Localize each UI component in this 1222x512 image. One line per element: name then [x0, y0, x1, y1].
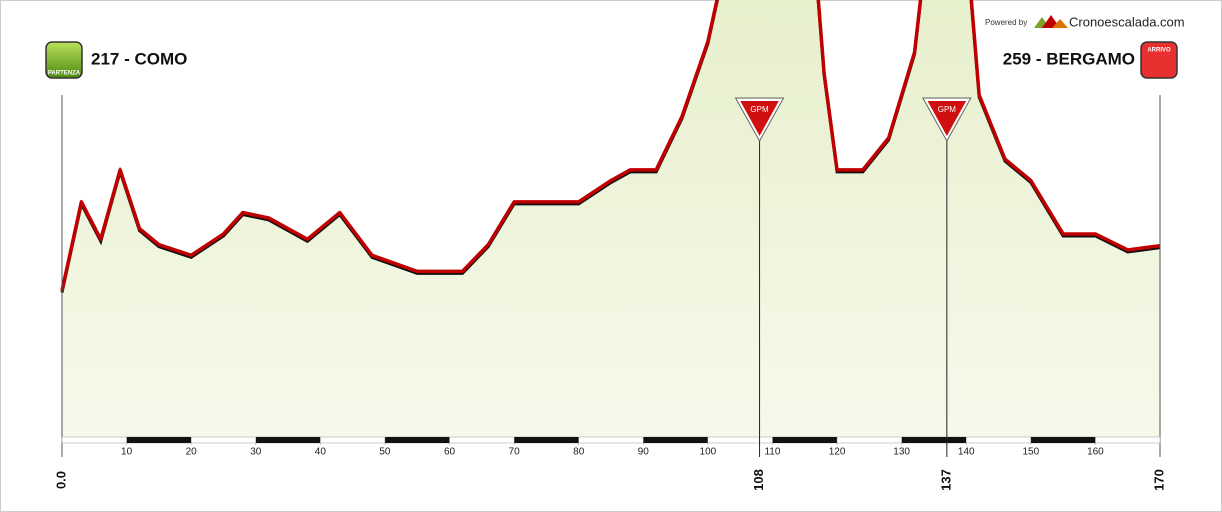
x-tick-label: 90: [638, 447, 650, 458]
x-tick-label: 30: [250, 447, 262, 458]
brand: Cronoescalada.com: [1069, 14, 1185, 29]
gpm-outline: [734, 97, 785, 143]
key-tick-label: 137: [938, 469, 953, 491]
finish-badge: [1140, 41, 1178, 79]
key-tick-label: 108: [751, 469, 766, 491]
finish-label: 259 - BERGAMO: [1003, 49, 1135, 68]
start-label: 217 - COMO: [91, 49, 187, 68]
x-tick-label: 50: [379, 447, 391, 458]
key-tick-label: 0.0: [53, 471, 68, 489]
profile-line: [60, 0, 1161, 291]
powered-by: Powered by: [985, 18, 1027, 27]
start-badge-text: PARTENZA: [48, 71, 81, 77]
distance-bar: [255, 437, 321, 443]
start-badge: [45, 41, 83, 79]
distance-bar: [643, 437, 708, 443]
x-tick-label: 10: [121, 447, 133, 458]
x-tick-label: 60: [444, 447, 456, 458]
x-tick-label: 150: [1022, 447, 1039, 458]
key-tick-label: 170: [1151, 469, 1166, 491]
x-tick-label: 120: [829, 447, 846, 458]
baseline: [61, 436, 1161, 444]
distance-bar: [384, 437, 450, 443]
x-tick-label: 40: [315, 447, 327, 458]
x-tick-label: 80: [573, 447, 585, 458]
x-tick-label: 70: [509, 447, 521, 458]
x-tick-label: 140: [958, 447, 975, 458]
distance-bar: [901, 437, 967, 443]
x-tick-label: 130: [893, 447, 910, 458]
profile-area: [62, 0, 1160, 437]
gpm-outline: [922, 97, 972, 143]
distance-bar: [126, 437, 192, 443]
gpm-label: GPM: [938, 105, 957, 114]
distance-bar: [514, 437, 579, 443]
gpm-label: GPM: [750, 105, 769, 114]
x-tick-label: 100: [700, 447, 717, 458]
distance-bar: [1030, 437, 1096, 443]
finish-badge-text: ARRIVO: [1147, 48, 1171, 54]
gpm-marker: [924, 99, 970, 141]
distance-bar: [772, 437, 838, 443]
x-tick-label: 110: [764, 447, 780, 458]
logo: [1052, 19, 1068, 28]
gpm-marker: [736, 99, 783, 141]
x-tick-label: 20: [186, 447, 198, 458]
x-tick-label: 160: [1087, 447, 1104, 458]
